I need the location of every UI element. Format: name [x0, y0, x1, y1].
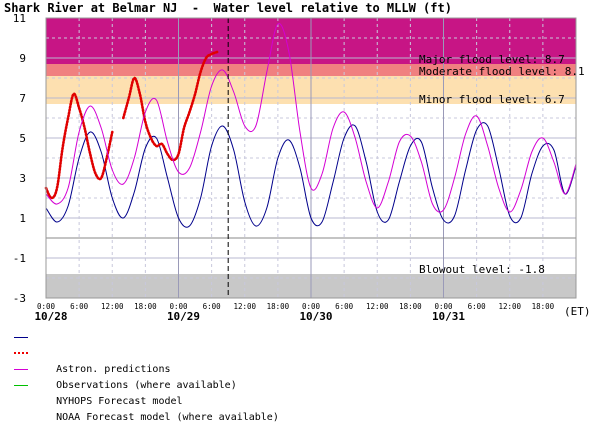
blowout-label: Blowout level: -1.8	[419, 263, 545, 276]
series-astron-line	[45, 122, 577, 228]
x-tick-label: 12:00	[366, 302, 389, 311]
x-tick-label: 18:00	[267, 302, 290, 311]
tide-chart: -3 -1 1 3 5 7 9 11 0:00 6:00 12:00 18:00 0:00 6:00 12…	[13, 12, 591, 323]
series-layer	[44, 23, 577, 228]
legend-item-nyhops: NYHOPS Forecast model	[14, 362, 279, 407]
legend-item-astron: Astron. predictions	[14, 330, 279, 375]
legend-label-observations: Observations (where available)	[56, 380, 237, 391]
minor-flood-label: Minor flood level: 6.7	[419, 93, 565, 106]
x-tick-label: 0:00	[37, 302, 56, 311]
legend-swatch-astron	[14, 337, 28, 338]
x-tick-label: 18:00	[532, 302, 555, 311]
date-label: 10/29	[167, 310, 200, 323]
x-tick-label: 12:00	[101, 302, 124, 311]
legend-item-noaa: NOAA Forecast model (where available)	[14, 378, 279, 423]
legend-swatch-nyhops	[14, 369, 28, 370]
legend-swatch-noaa	[14, 385, 28, 386]
x-tick-label: 0:00	[169, 302, 188, 311]
legend-label-astron: Astron. predictions	[56, 364, 171, 375]
date-label: 10/31	[432, 310, 465, 323]
moderate-flood-label: Moderate flood level: 8.1	[419, 65, 585, 78]
x-tick-label: 6:00	[203, 302, 222, 311]
y-tick-label: -1	[13, 252, 26, 265]
x-tick-label: 6:00	[70, 302, 89, 311]
date-label: 10/28	[34, 310, 67, 323]
series-observations	[44, 50, 219, 200]
y-tick-label: 3	[19, 172, 26, 185]
x-tick-label: 18:00	[134, 302, 157, 311]
y-tick-label: 11	[13, 12, 26, 25]
y-tick-label: 5	[19, 132, 26, 145]
x-tick-label: 6:00	[335, 302, 354, 311]
plot-frame	[45, 17, 577, 299]
x-axis-ticks: 0:00 6:00 12:00 18:00 0:00 6:00 12:00 18:00 0:00…	[37, 302, 555, 311]
date-labels: 10/28 10/29 10/30 10/31	[34, 310, 465, 323]
legend-label-nyhops: NYHOPS Forecast model	[56, 396, 183, 407]
major-flood-label: Major flood level: 8.7	[419, 53, 565, 66]
chart-title: Shark River at Belmar NJ - Water level r…	[4, 1, 452, 15]
y-axis-ticks: -3 -1 1 3 5 7 9 11	[13, 12, 26, 305]
timezone-label: (ET)	[564, 305, 591, 318]
y-tick-label: 7	[19, 92, 26, 105]
y-tick-label: 1	[19, 212, 26, 225]
x-tick-label: 12:00	[498, 302, 521, 311]
legend: Astron. predictions Observations (where …	[14, 330, 279, 423]
x-tick-label: 0:00	[302, 302, 321, 311]
series-nyhops-line	[45, 23, 577, 213]
legend-swatch-observations	[14, 352, 28, 354]
legend-item-observations: Observations (where available)	[14, 346, 279, 391]
x-tick-label: 0:00	[434, 302, 453, 311]
legend-label-noaa: NOAA Forecast model (where available)	[56, 412, 279, 423]
x-tick-label: 12:00	[233, 302, 256, 311]
x-tick-label: 6:00	[468, 302, 487, 311]
y-tick-label: 9	[19, 52, 26, 65]
date-label: 10/30	[299, 310, 332, 323]
y-tick-label: -3	[13, 292, 26, 305]
x-tick-label: 18:00	[399, 302, 422, 311]
